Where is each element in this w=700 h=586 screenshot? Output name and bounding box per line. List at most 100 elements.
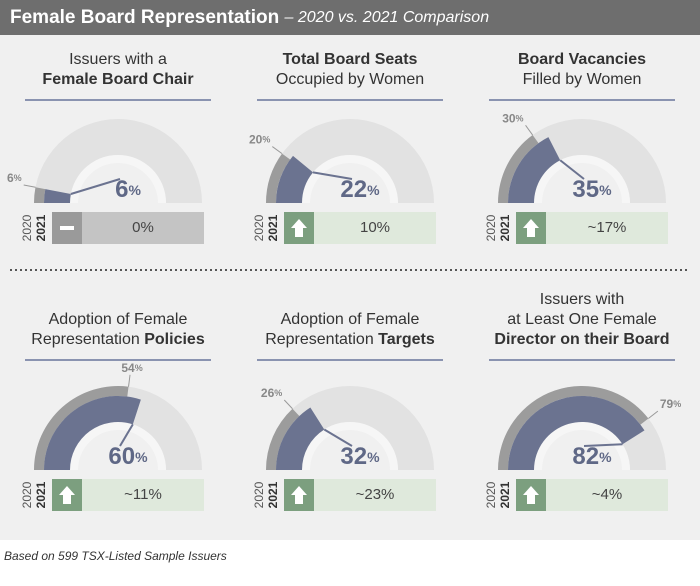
change-band [314, 212, 436, 244]
value: 32 [340, 443, 367, 470]
year-label: 2020 [484, 481, 498, 508]
unit: % [274, 388, 282, 398]
year-label: 2021 [498, 214, 512, 241]
value: 26 [261, 386, 275, 400]
change-band [82, 479, 204, 511]
gauge-track-inner [70, 422, 166, 470]
label-leader [648, 410, 659, 419]
gauge-track-inner [302, 422, 398, 470]
arc-2020 [266, 408, 300, 470]
arc-2020 [34, 385, 129, 470]
change-label: ~17% [588, 219, 627, 236]
header: Female Board Representation – 2020 vs. 2… [10, 7, 489, 28]
value: 35 [572, 176, 599, 203]
title-segment: Total Board Seats [283, 51, 418, 68]
title-segment: Adoption of Female [49, 311, 188, 328]
gauge-title: Filled by Women [523, 71, 642, 88]
year-label: 2021 [266, 481, 280, 508]
gauge-track-inner [302, 155, 398, 203]
change-band [314, 479, 436, 511]
needle [312, 171, 353, 180]
value-label-2020: 54% [121, 361, 142, 375]
gauge-track-inner [70, 155, 166, 203]
value-label-2021: 22% [340, 176, 380, 203]
value-label-2020: 30% [502, 112, 523, 126]
gauge-title: Issuers with [540, 291, 624, 308]
gauge-title: Director on their Board [494, 331, 669, 348]
change-band [82, 212, 204, 244]
year-label: 2020 [252, 481, 266, 508]
unit: % [516, 114, 524, 124]
value-label-2020: 6% [7, 171, 22, 185]
gauge-track [498, 119, 666, 203]
footnote: Based on 599 TSX-Listed Sample Issuers [4, 549, 227, 563]
gauge-title: at Least One Female [507, 311, 657, 328]
gauge-title: Total Board Seats [283, 51, 418, 68]
unit: % [367, 182, 380, 198]
value: 22 [340, 176, 367, 203]
value-label-2021: 32% [340, 443, 380, 470]
title-segment: Issuers with a [69, 51, 167, 68]
value: 79 [660, 397, 674, 411]
change-band [546, 479, 668, 511]
trend-flat [60, 226, 74, 230]
gauge-track-inner [534, 422, 630, 470]
value: 6 [7, 171, 14, 185]
gauge-title: Representation Targets [265, 331, 435, 348]
gauge-track [266, 386, 434, 470]
title-segment: Female Board Chair [42, 71, 193, 88]
gauge-title: Board Vacancies [518, 51, 646, 68]
gauge-title: Adoption of Female [281, 311, 420, 328]
trend-arrow [59, 486, 75, 504]
change-label: 0% [132, 219, 154, 236]
value-label-2021: 82% [572, 443, 612, 470]
needle [70, 178, 121, 195]
value-label-2021: 60% [108, 443, 148, 470]
arc-2021 [508, 395, 645, 470]
gauge-title: Adoption of Female [49, 311, 188, 328]
needle [119, 423, 134, 447]
label-leader [23, 184, 36, 188]
trend-arrow [523, 486, 539, 504]
label-leader [525, 125, 534, 136]
gauge-title: Female Board Chair [42, 71, 193, 88]
year-label: 2021 [34, 214, 48, 241]
value-label-2021: 35% [572, 176, 612, 203]
value-label-2020: 26% [261, 386, 282, 400]
arc-2021 [508, 137, 561, 203]
change-band [546, 212, 668, 244]
title-segment: Representation [31, 331, 144, 348]
arc-2020 [34, 187, 46, 203]
unit: % [14, 173, 22, 183]
unit: % [135, 363, 143, 373]
unit: % [367, 449, 380, 465]
value-label-2020: 79% [660, 397, 681, 411]
year-label: 2020 [20, 214, 34, 241]
arc-2020 [498, 386, 649, 470]
value: 60 [108, 443, 135, 470]
gauge-title: Representation Policies [31, 331, 205, 348]
year-label: 2020 [484, 214, 498, 241]
arc-2020 [266, 153, 291, 203]
unit: % [599, 449, 612, 465]
gauge-title: Issuers with a [69, 51, 167, 68]
gauge-track [34, 119, 202, 203]
unit: % [262, 135, 270, 145]
title-segment: Targets [378, 331, 435, 348]
needle [583, 443, 623, 447]
needle [323, 428, 353, 447]
unit: % [135, 449, 148, 465]
arc-2021 [276, 407, 325, 470]
year-label: 2021 [34, 481, 48, 508]
label-leader [128, 374, 131, 387]
change-label: ~23% [356, 486, 395, 503]
arc-2021 [44, 396, 141, 470]
title-segment: at Least One Female [507, 311, 657, 328]
subtitle: – 2020 vs. 2021 Comparison [284, 9, 490, 26]
unit: % [128, 182, 141, 198]
year-label: 2020 [252, 214, 266, 241]
gauge-track-inner [534, 155, 630, 203]
unit: % [599, 182, 612, 198]
change-label: 10% [360, 219, 390, 236]
